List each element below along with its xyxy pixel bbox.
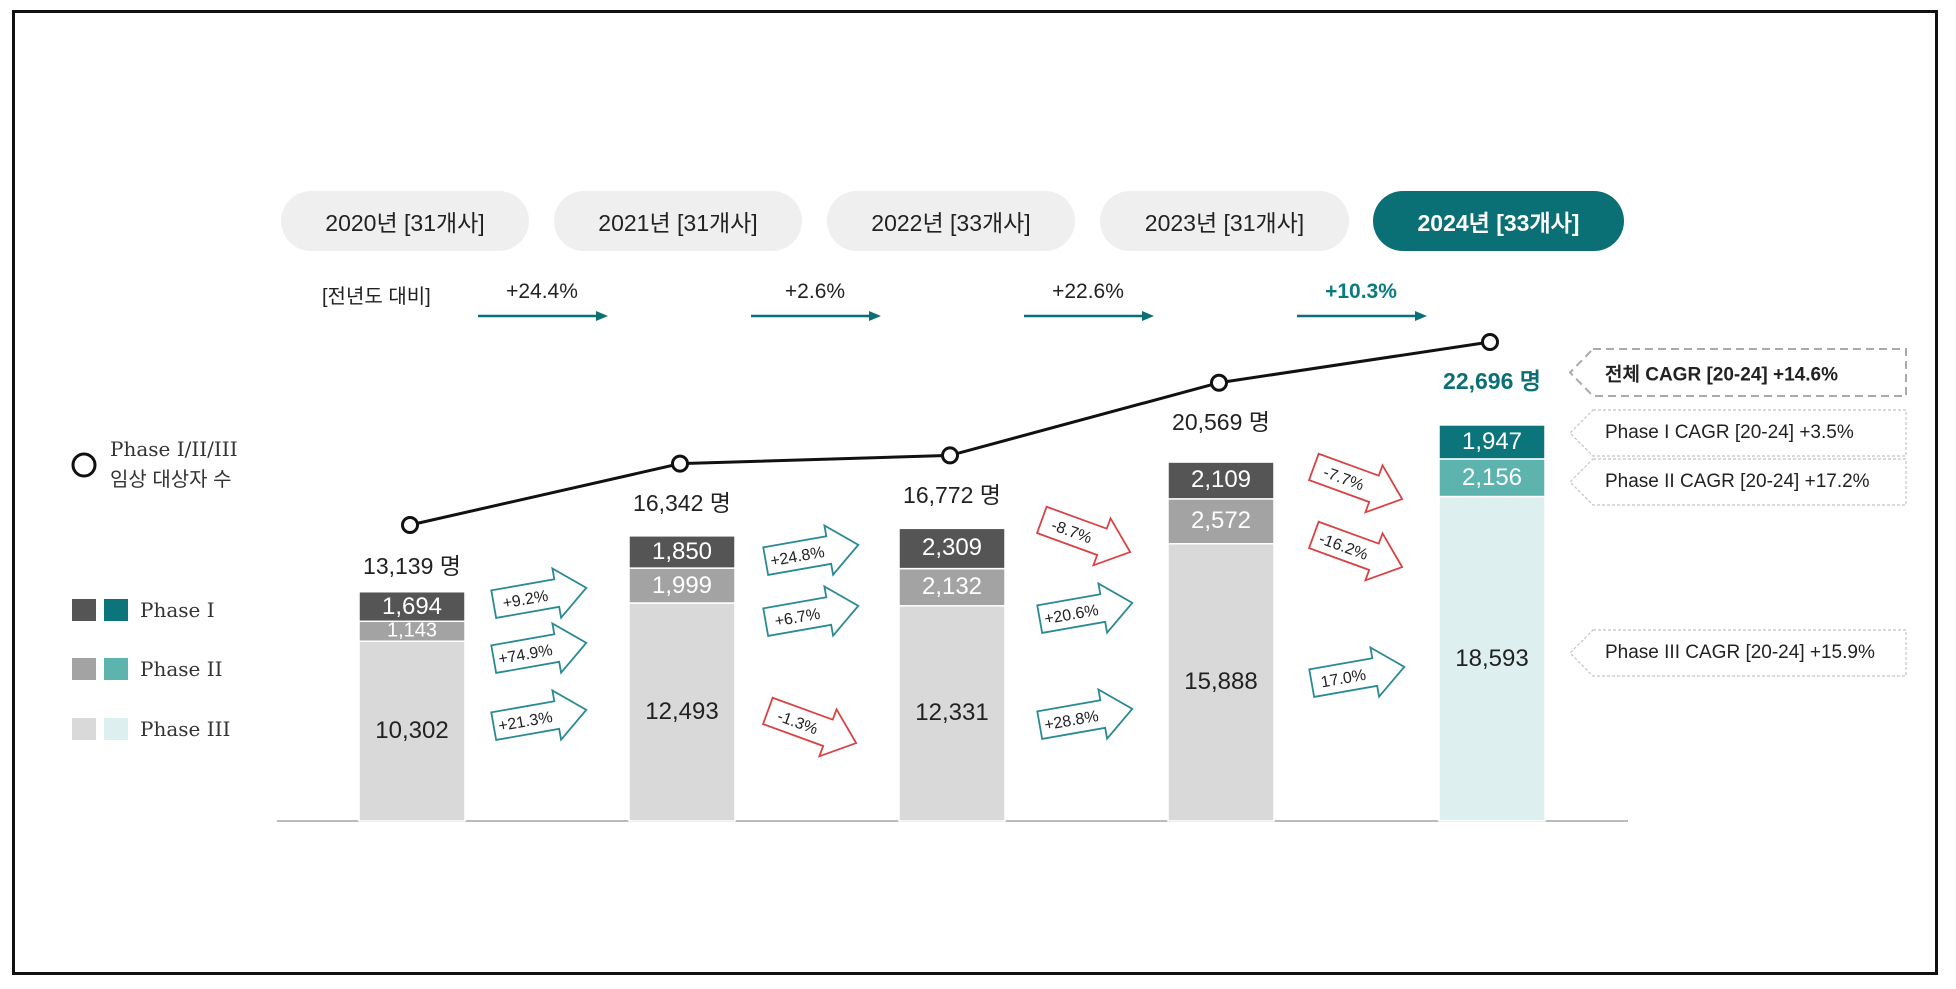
bar-value-label: 2,156 [1461,463,1523,491]
yoy-value: +2.6% [784,280,846,303]
legend-line-label-1: Phase I/II/III [110,437,238,461]
bar-phase-i-2024 [1438,424,1546,460]
legend-swatch-teal [104,718,128,740]
decrease-arrow-icon: -16.2% [1307,520,1404,582]
year-pill-1[interactable]: 2021년 [31개사] [554,191,802,251]
year-pill-0[interactable]: 2020년 [31개사] [281,191,529,251]
year-pill-2[interactable]: 2022년 [33개사] [827,191,1075,251]
bar-value-label: 12,493 [645,697,719,725]
bar-value-label: 2,132 [921,573,983,601]
bar-phase-iii-2021 [628,602,736,822]
yoy-value: +24.4% [506,280,578,303]
cagr-callout-shape [1569,409,1907,457]
legend-item: Phase I [140,598,215,622]
cagr-label: 전체 CAGR [20-24] +14.6% [1605,364,1838,385]
cagr-callout-shape [1569,458,1907,506]
cagr-label: Phase I CAGR [20-24] +3.5% [1605,422,1854,443]
yoy-arrow-icon [1297,311,1427,321]
decrease-arrow-icon: -1.3% [761,696,858,758]
legend-swatch-gray [72,599,96,621]
bar-value-label: 2,309 [921,534,983,562]
yoy-value: +10.3% [1325,280,1397,303]
bar-value-label: 2,572 [1190,507,1252,535]
bar-value-label: 1,850 [651,537,713,565]
total-label: 16,772 명 [903,482,1001,508]
year-pill-4[interactable]: 2024년 [33개사] [1373,191,1624,251]
yoy-arrow-icon [751,311,881,321]
legend-swatch-teal [104,658,128,680]
total-point-2024 [1481,332,1499,351]
legend-swatch-gray [72,658,96,680]
bar-phase-i-2020 [358,590,466,623]
legend-swatch-gray [72,718,96,740]
cagr-callout: Phase II CAGR [20-24] +17.2% [1569,458,1907,506]
cagr-callout: 전체 CAGR [20-24] +14.6% [1569,348,1907,397]
bar-value-label: 18,593 [1455,644,1529,672]
yoy-value: +22.6% [1052,280,1124,303]
legend-swatch-teal [104,599,128,621]
cagr-callout: Phase III CAGR [20-24] +15.9% [1569,629,1907,677]
bar-value-label: 1,143 [386,619,438,642]
bar-phase-iii-2024 [1438,495,1546,822]
increase-arrow-icon: +20.6% [1036,581,1134,635]
bar-phase-iii-2022 [898,605,1006,822]
bar-value-label: 10,302 [375,717,449,745]
bar-phase-ii-2021 [628,567,736,604]
bar-phase-i-2022 [898,527,1006,570]
increase-arrow-icon: +9.2% [490,566,588,620]
cagr-label: Phase II CAGR [20-24] +17.2% [1605,471,1870,492]
cagr-callout-shape [1569,348,1907,397]
bar-phase-iii-2023 [1167,543,1275,822]
legend-item: Phase II [140,657,223,681]
bar-phase-ii-2024 [1438,458,1546,498]
year-pill-3[interactable]: 2023년 [31개사] [1100,191,1349,251]
line-marker-icon [71,452,97,478]
total-label: 16,342 명 [633,490,731,516]
bar-value-label: 1,999 [651,571,713,599]
bar-value-label: 1,694 [381,592,443,620]
bar-value-label: 15,888 [1184,668,1258,696]
legend-line-label-2: 임상 대상자 수 [110,469,232,491]
total-point-2022 [941,446,959,465]
decrease-arrow-icon: -8.7% [1035,505,1132,567]
bar-phase-ii-2023 [1167,498,1275,545]
chart-frame [12,10,1938,975]
yoy-label: [전년도 대비] [322,286,431,308]
increase-arrow-icon: +6.7% [762,584,860,638]
decrease-arrow-icon: -7.7% [1307,452,1404,514]
cagr-callout-shape [1569,629,1907,677]
total-point-2023 [1210,373,1228,392]
yoy-arrow-icon [478,311,608,321]
total-label: 13,139 명 [363,553,461,579]
bar-value-label: 2,109 [1190,466,1252,494]
increase-arrow-icon: +74.9% [490,621,588,675]
total-label: 20,569 명 [1172,409,1270,435]
bar-value-label: 1,947 [1461,427,1523,455]
total-label: 22,696 명 [1443,368,1541,394]
cagr-callout: Phase I CAGR [20-24] +3.5% [1569,409,1907,457]
bar-value-label: 12,331 [915,699,989,727]
increase-arrow-icon: +21.3% [490,688,588,742]
bar-phase-i-2023 [1167,461,1275,500]
legend-item: Phase III [140,717,231,741]
yoy-arrow-icon [1024,311,1154,321]
total-point-2021 [671,454,689,473]
increase-arrow-icon: 17.0% [1308,645,1406,699]
increase-arrow-icon: +24.8% [762,523,860,577]
bar-phase-i-2021 [628,535,736,569]
increase-arrow-icon: +28.8% [1036,687,1134,741]
cagr-label: Phase III CAGR [20-24] +15.9% [1605,642,1875,663]
bar-phase-iii-2020 [358,640,466,822]
total-point-2020 [401,516,419,534]
